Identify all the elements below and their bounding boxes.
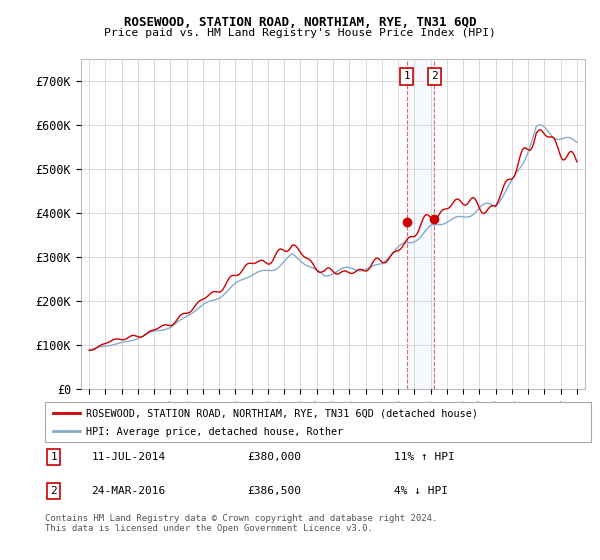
- Text: Contains HM Land Registry data © Crown copyright and database right 2024.
This d: Contains HM Land Registry data © Crown c…: [45, 514, 437, 534]
- Text: £386,500: £386,500: [247, 486, 301, 496]
- Text: 1: 1: [50, 451, 57, 461]
- Text: 2: 2: [431, 72, 437, 81]
- Text: ROSEWOOD, STATION ROAD, NORTHIAM, RYE, TN31 6QD (detached house): ROSEWOOD, STATION ROAD, NORTHIAM, RYE, T…: [86, 409, 478, 419]
- Bar: [407, 59, 434, 389]
- Text: £380,000: £380,000: [247, 451, 301, 461]
- Text: HPI: Average price, detached house, Rother: HPI: Average price, detached house, Roth…: [86, 427, 343, 437]
- Text: 1: 1: [403, 72, 410, 81]
- Text: 4% ↓ HPI: 4% ↓ HPI: [394, 486, 448, 496]
- Text: 11-JUL-2014: 11-JUL-2014: [91, 451, 166, 461]
- Text: ROSEWOOD, STATION ROAD, NORTHIAM, RYE, TN31 6QD: ROSEWOOD, STATION ROAD, NORTHIAM, RYE, T…: [124, 16, 476, 29]
- Text: Price paid vs. HM Land Registry's House Price Index (HPI): Price paid vs. HM Land Registry's House …: [104, 28, 496, 38]
- Text: 24-MAR-2016: 24-MAR-2016: [91, 486, 166, 496]
- Text: 11% ↑ HPI: 11% ↑ HPI: [394, 451, 455, 461]
- Text: 2: 2: [50, 486, 57, 496]
